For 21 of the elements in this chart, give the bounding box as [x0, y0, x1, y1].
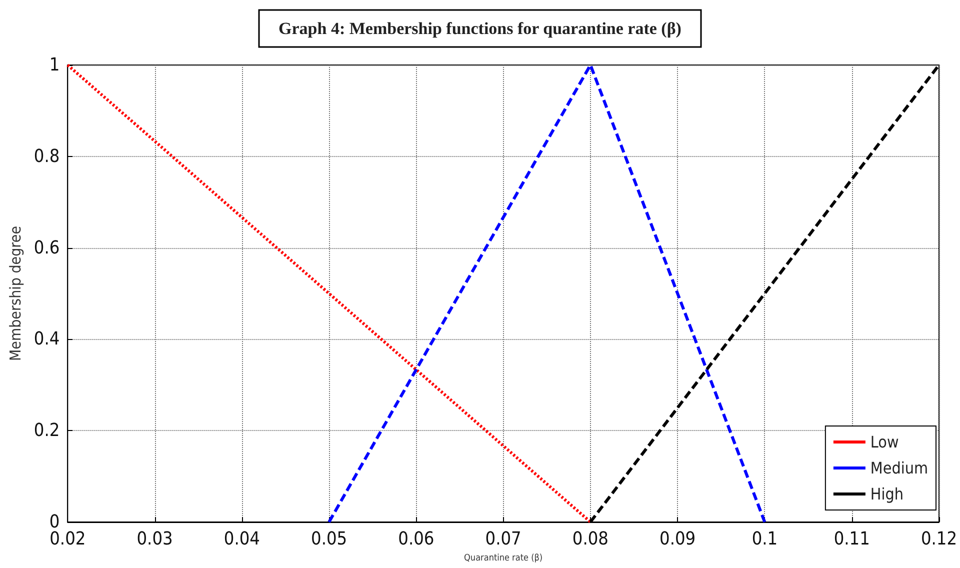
x-tick-label: 0.07 — [485, 528, 522, 550]
x-tick-label: 0.04 — [224, 528, 260, 550]
x-tick-label: 0.12 — [920, 528, 957, 550]
legend-label: Medium — [870, 458, 928, 478]
x-tick-label: 0.03 — [136, 528, 173, 550]
x-tick-label: 0.1 — [752, 528, 778, 550]
y-tick-label: 0.2 — [34, 420, 60, 442]
x-axis-title: Quarantine rate (β) — [464, 554, 543, 564]
y-tick-label: 0.8 — [34, 146, 60, 167]
legend-label: Low — [870, 432, 899, 452]
chart-title: Graph 4: Membership functions for quarantine rate (β) — [278, 19, 682, 38]
y-tick-label: 0.6 — [34, 237, 60, 258]
y-tick-label: 0.4 — [34, 328, 60, 350]
x-tick-label: 0.11 — [834, 528, 870, 550]
y-axis-title: Membership degree — [6, 226, 24, 361]
x-tick-label: 0.08 — [572, 528, 608, 550]
x-tick-label: 0.06 — [398, 528, 434, 550]
x-tick-label: 0.09 — [660, 528, 696, 550]
y-tick-label: 1 — [49, 54, 60, 76]
legend-label: High — [870, 484, 904, 504]
x-tick-label: 0.05 — [311, 528, 348, 550]
